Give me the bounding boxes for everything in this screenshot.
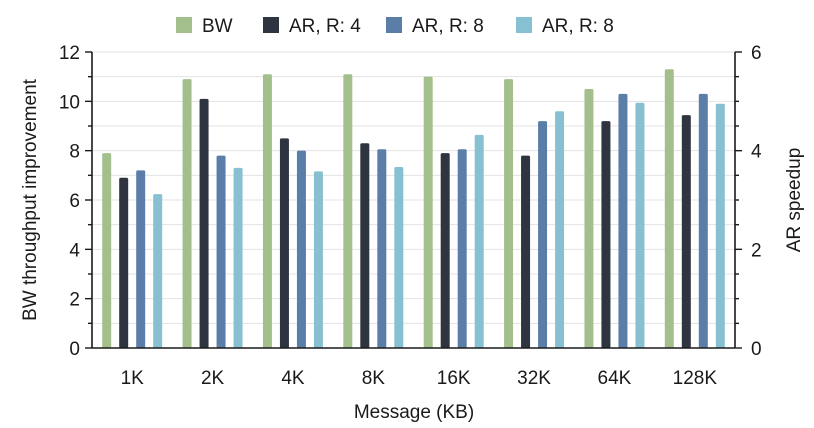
bar-4-1 xyxy=(440,153,450,348)
y-tick-label: 2 xyxy=(69,290,80,311)
bar-0-2 xyxy=(136,170,146,348)
x-tick-label: 16K xyxy=(437,368,471,389)
bar-4-3 xyxy=(474,134,484,348)
legend-label: AR, R: 8 xyxy=(412,16,484,37)
x-tick-label: 1K xyxy=(121,368,145,389)
y2-tick-label: 0 xyxy=(751,339,762,360)
bar-2-2 xyxy=(296,150,306,348)
y-tick-label: 8 xyxy=(69,142,80,163)
bar-3-1 xyxy=(360,143,370,348)
legend: BW AR, R: 4 AR, R: 8 AR, R: 8 xyxy=(176,16,614,37)
bar-2-1 xyxy=(279,138,289,348)
bar-6-0 xyxy=(584,89,594,348)
y-tick-label: 4 xyxy=(69,240,80,261)
bar-3-0 xyxy=(343,74,353,348)
legend-label: AR, R: 4 xyxy=(289,16,361,37)
x-tick-label: 64K xyxy=(598,368,632,389)
y-tick-label: 6 xyxy=(69,191,80,212)
y2-axis-title: AR speedup xyxy=(784,148,805,253)
bar-0-1 xyxy=(119,177,129,348)
bar-1-1 xyxy=(199,98,209,349)
bar-0-3 xyxy=(153,194,163,348)
legend-swatch xyxy=(263,17,279,33)
x-tick-label: 32K xyxy=(517,368,551,389)
bar-1-0 xyxy=(182,79,192,348)
x-tick-label: 128K xyxy=(673,368,718,389)
y-tick-label: 12 xyxy=(59,43,80,64)
bar-0-0 xyxy=(102,153,112,348)
bar-7-0 xyxy=(664,69,674,349)
bar-3-2 xyxy=(377,149,387,348)
bar-5-3 xyxy=(555,111,565,348)
bar-4-2 xyxy=(457,149,467,348)
legend-swatch xyxy=(516,17,532,33)
y2-tick-label: 6 xyxy=(751,43,762,64)
x-tick-label: 2K xyxy=(201,368,225,389)
bars xyxy=(102,69,725,349)
bar-1-2 xyxy=(216,155,226,348)
legend-swatch xyxy=(386,17,402,33)
bar-5-0 xyxy=(504,79,514,348)
y-tick-label: 0 xyxy=(69,339,80,360)
x-tick-label: 4K xyxy=(281,368,305,389)
legend-swatch xyxy=(176,17,192,33)
legend-label: BW xyxy=(202,16,233,37)
y2-tick-label: 4 xyxy=(751,142,762,163)
bar-6-1 xyxy=(601,121,611,348)
bar-4-0 xyxy=(423,76,433,349)
bar-6-3 xyxy=(635,102,645,348)
grid-lines xyxy=(92,51,735,324)
y2-tick-label: 2 xyxy=(751,240,762,261)
bar-2-3 xyxy=(313,171,323,348)
bar-5-2 xyxy=(538,121,548,348)
bar-1-3 xyxy=(233,167,243,348)
axes: 0 2 4 6 8 10 12 0 2 4 6 1K 2K 4K 8K 16K 32K 64K 128K xyxy=(59,43,762,389)
y-axis-title: BW throughput improvement xyxy=(20,78,41,321)
legend-label: AR, R: 8 xyxy=(542,16,614,37)
bar-7-3 xyxy=(715,103,725,348)
bar-2-0 xyxy=(262,74,272,348)
bar-3-3 xyxy=(394,166,404,348)
bar-7-2 xyxy=(698,93,708,349)
bar-5-1 xyxy=(521,155,531,348)
bar-6-2 xyxy=(618,93,628,349)
x-axis-title: Message (KB) xyxy=(354,402,474,423)
bar-7-1 xyxy=(681,115,691,349)
y-tick-label: 10 xyxy=(59,92,80,113)
x-tick-label: 8K xyxy=(362,368,386,389)
